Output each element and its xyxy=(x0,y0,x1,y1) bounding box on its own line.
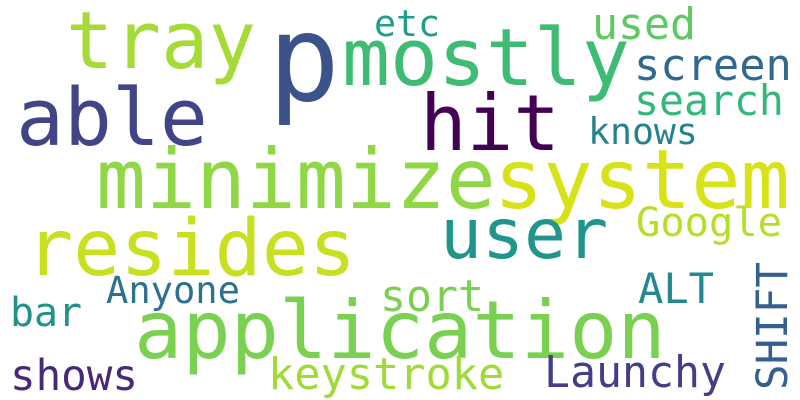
word-google: Google xyxy=(636,198,782,246)
word-anyone: Anyone xyxy=(106,269,240,312)
word-hit: hit xyxy=(420,79,560,169)
word-shift: SHIFT xyxy=(749,262,798,390)
word-p: p xyxy=(268,0,341,129)
word-knows: knows xyxy=(588,110,698,153)
word-keystroke: keystroke xyxy=(268,350,505,400)
word-system: system xyxy=(494,133,790,228)
word-used: used xyxy=(592,0,697,50)
word-launchy: Launchy xyxy=(544,348,727,398)
word-search: search xyxy=(634,76,784,125)
word-screen: screen xyxy=(634,40,792,91)
word-bar: bar xyxy=(10,290,83,336)
word-alt: ALT xyxy=(638,264,715,313)
word-user: user xyxy=(440,194,609,275)
word-etc: etc xyxy=(374,2,441,45)
word-minimize: minimize xyxy=(96,131,496,228)
word-shows: shows xyxy=(10,352,138,400)
word-able: able xyxy=(16,71,208,164)
word-tray: tray xyxy=(66,0,256,87)
word-mostly: mostly xyxy=(342,11,630,104)
word-sort: sort xyxy=(380,272,485,322)
word-resides: resides xyxy=(26,203,356,294)
word-application: application xyxy=(134,283,666,377)
